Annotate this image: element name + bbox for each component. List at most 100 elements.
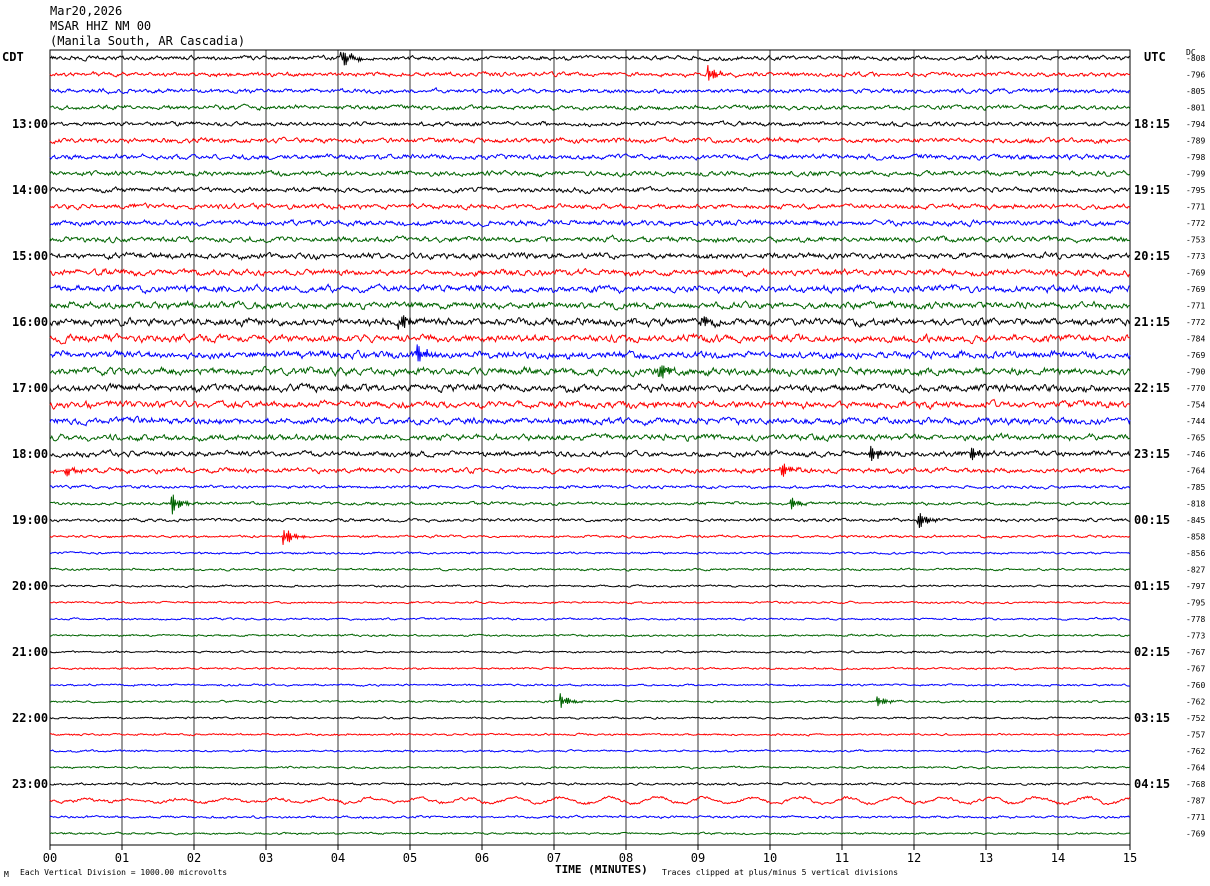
trace-row <box>49 120 1131 128</box>
left-hour-label: 16:00 <box>12 315 48 329</box>
dc-offset-label: -746 <box>1186 450 1205 459</box>
trace-row <box>49 415 1131 427</box>
dc-offset-label: -787 <box>1186 797 1205 806</box>
dc-offset-label: -808 <box>1186 54 1205 63</box>
left-hour-label: 20:00 <box>12 579 48 593</box>
trace-row <box>49 693 1131 708</box>
trace-row <box>49 315 1131 330</box>
trace-row <box>49 666 1131 671</box>
trace-row <box>49 234 1131 244</box>
seismic-traces <box>49 51 1131 836</box>
x-tick-label: 14 <box>1051 851 1065 865</box>
trace-row <box>49 795 1131 806</box>
dc-offset-label: -771 <box>1186 302 1205 311</box>
x-tick-label: 15 <box>1123 851 1137 865</box>
dc-offset-label: -753 <box>1186 236 1205 245</box>
dc-offset-label: -795 <box>1186 599 1205 608</box>
trace-row <box>49 633 1130 638</box>
trace-row <box>49 398 1131 411</box>
dc-offset-label: -796 <box>1186 71 1205 80</box>
right-timezone-label: UTC <box>1144 50 1166 64</box>
trace-row <box>49 616 1131 621</box>
dc-offset-label: -769 <box>1186 351 1205 360</box>
trace-row <box>49 748 1131 753</box>
right-hour-label: 23:15 <box>1134 447 1170 461</box>
trace-row <box>49 484 1131 490</box>
left-hour-label: 23:00 <box>12 777 48 791</box>
trace-row <box>49 299 1131 311</box>
trace-row <box>49 169 1131 178</box>
x-tick-label: 04 <box>331 851 345 865</box>
dc-offset-label: -818 <box>1186 500 1205 509</box>
trace-row <box>49 551 1131 556</box>
x-tick-label: 02 <box>187 851 201 865</box>
dc-offset-label: -797 <box>1186 582 1205 591</box>
trace-row <box>49 732 1131 737</box>
dc-offset-label: -773 <box>1186 632 1205 641</box>
dc-offset-label: -762 <box>1186 747 1205 756</box>
right-hour-label: 21:15 <box>1134 315 1170 329</box>
trace-row <box>49 344 1131 362</box>
dc-offset-label: -858 <box>1186 533 1205 542</box>
right-hour-label: 01:15 <box>1134 579 1170 593</box>
trace-row <box>49 530 1131 545</box>
trace-row <box>50 494 1131 515</box>
trace-row <box>49 365 1131 379</box>
trace-row <box>49 513 1131 529</box>
clip-note: Traces clipped at plus/minus 5 vertical … <box>662 868 899 877</box>
trace-row <box>49 267 1131 278</box>
left-hour-label: 19:00 <box>12 513 48 527</box>
left-hour-label: 15:00 <box>12 249 48 263</box>
dc-offset-label: -769 <box>1186 269 1205 278</box>
dc-offset-label: -764 <box>1186 467 1205 476</box>
trace-row <box>49 650 1131 654</box>
dc-header-label: DC <box>1186 48 1196 57</box>
left-hour-label: 14:00 <box>12 183 48 197</box>
dc-offset-label: -784 <box>1186 335 1205 344</box>
plot-frame <box>49 49 1131 846</box>
trace-row <box>49 765 1131 770</box>
dc-offset-label: -757 <box>1186 731 1205 740</box>
left-hour-label: 18:00 <box>12 447 48 461</box>
left-hour-label: 22:00 <box>12 711 48 725</box>
dc-offset-label: -856 <box>1186 549 1205 558</box>
right-hour-label: 03:15 <box>1134 711 1170 725</box>
right-hour-label: 02:15 <box>1134 645 1170 659</box>
date-label: Mar20,2026 <box>50 4 123 18</box>
dc-offset-label: -801 <box>1186 104 1205 113</box>
trace-row <box>49 251 1131 261</box>
dc-offset-label: -768 <box>1186 780 1205 789</box>
corner-mark: M <box>4 870 9 879</box>
trace-row <box>49 584 1131 589</box>
right-hour-label: 22:15 <box>1134 381 1170 395</box>
dc-offset-label: -752 <box>1186 714 1205 723</box>
dc-offset-label: -845 <box>1186 516 1205 525</box>
location-label: (Manila South, AR Cascadia) <box>50 34 246 48</box>
trace-row <box>49 814 1131 820</box>
x-tick-label: 06 <box>475 851 489 865</box>
dc-offset-label: -790 <box>1186 368 1205 377</box>
x-tick-label: 10 <box>763 851 777 865</box>
trace-row <box>49 445 1131 462</box>
right-hour-label: 20:15 <box>1134 249 1170 263</box>
right-hour-label: 19:15 <box>1134 183 1170 197</box>
left-timezone-label: CDT <box>2 50 24 64</box>
trace-row <box>49 683 1131 687</box>
trace-row <box>49 103 1131 112</box>
trace-row <box>49 332 1131 345</box>
dc-offset-label: -769 <box>1186 285 1205 294</box>
dc-offset-label: -794 <box>1186 120 1205 129</box>
axis-labels: 00 01 02 03 04 05 06 07 08 09 10 11 12 13 14 15 -808 -796… <box>12 54 1205 865</box>
dc-offset-label: -770 <box>1186 384 1205 393</box>
x-tick-label: 12 <box>907 851 921 865</box>
trace-row <box>49 567 1131 572</box>
dc-offset-label: -799 <box>1186 170 1205 179</box>
right-hour-label: 04:15 <box>1134 777 1170 791</box>
x-tick-label: 09 <box>691 851 705 865</box>
trace-row <box>49 781 1130 787</box>
x-tick-label: 03 <box>259 851 273 865</box>
dc-offset-label: -785 <box>1186 483 1205 492</box>
dc-offset-label: -744 <box>1186 417 1205 426</box>
left-hour-label: 13:00 <box>12 117 48 131</box>
